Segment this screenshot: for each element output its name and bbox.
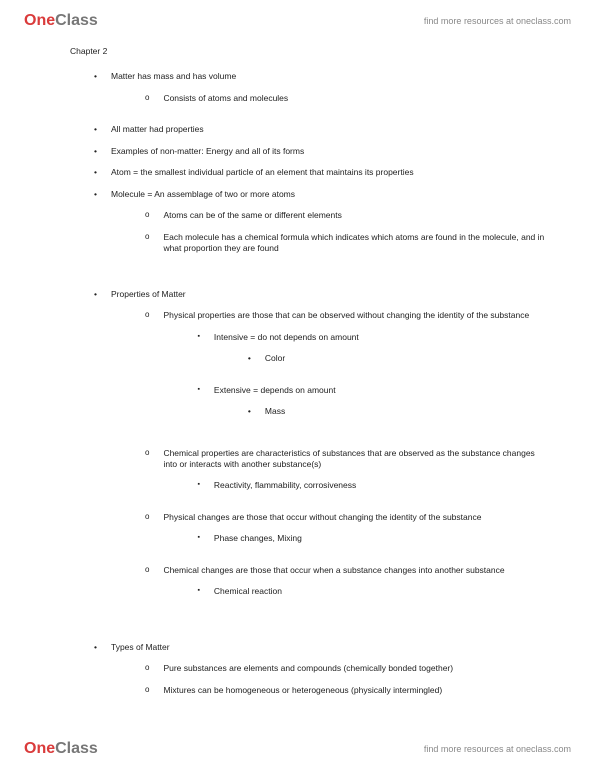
list-item: Color <box>244 353 545 364</box>
item-text: Properties of Matter <box>111 289 186 299</box>
list-item: Each molecule has a chemical formula whi… <box>141 232 545 255</box>
item-text: Molecule = An assemblage of two or more … <box>111 189 295 199</box>
item-text: Pure substances are elements and compoun… <box>163 663 545 674</box>
item-text: Reactivity, flammability, corrosiveness <box>214 480 545 491</box>
item-text: Matter has mass and has volume <box>111 71 236 81</box>
item-text: Chemical properties are characteristics … <box>163 448 534 469</box>
list-item: All matter had properties <box>90 124 545 135</box>
list-item: Matter has mass and has volume Consists … <box>90 71 545 114</box>
brand-logo-footer: OneClass <box>24 740 98 758</box>
item-text: Chemical changes are those that occur wh… <box>163 565 504 575</box>
brand-part1: One <box>24 12 55 30</box>
list-item: Molecule = An assemblage of two or more … <box>90 189 545 265</box>
list-item: Examples of non-matter: Energy and all o… <box>90 146 545 157</box>
chapter-title: Chapter 2 <box>70 46 545 57</box>
list-item: Phase changes, Mixing <box>193 533 545 544</box>
list-item: Chemical changes are those that occur wh… <box>141 565 545 608</box>
list-item: Properties of Matter Physical properties… <box>90 289 545 618</box>
header-tagline: find more resources at oneclass.com <box>424 16 571 26</box>
list-item: Consists of atoms and molecules <box>141 93 545 104</box>
list-item: Physical properties are those that can b… <box>141 310 545 437</box>
list-item: Physical changes are those that occur wi… <box>141 512 545 555</box>
list-item: Reactivity, flammability, corrosiveness <box>193 480 545 491</box>
list-item: Pure substances are elements and compoun… <box>141 663 545 674</box>
brand-part1: One <box>24 740 55 758</box>
list-item: Chemical properties are characteristics … <box>141 448 545 502</box>
header-bar: OneClass find more resources at oneclass… <box>0 6 595 36</box>
item-text: Physical properties are those that can b… <box>163 310 529 320</box>
brand-part2: Class <box>55 740 98 758</box>
notes-list: Properties of Matter Physical properties… <box>70 289 545 618</box>
item-text: Examples of non-matter: Energy and all o… <box>111 146 545 157</box>
item-text: Extensive = depends on amount <box>214 385 336 395</box>
notes-list: Types of Matter Pure substances are elem… <box>70 642 545 706</box>
item-text: Mass <box>265 406 545 417</box>
item-text: Physical changes are those that occur wi… <box>163 512 481 522</box>
footer-tagline: find more resources at oneclass.com <box>424 744 571 754</box>
list-item: Mass <box>244 406 545 417</box>
item-text: Atoms can be of the same or different el… <box>163 210 545 221</box>
item-text: Mixtures can be homogeneous or heterogen… <box>163 685 545 696</box>
item-text: Each molecule has a chemical formula whi… <box>163 232 545 255</box>
brand-part2: Class <box>55 12 98 30</box>
item-text: Atom = the smallest individual particle … <box>111 167 545 178</box>
list-item: Chemical reaction <box>193 586 545 597</box>
footer-bar: OneClass find more resources at oneclass… <box>0 734 595 764</box>
item-text: Types of Matter <box>111 642 170 652</box>
item-text: Chemical reaction <box>214 586 545 597</box>
list-item: Intensive = do not depends on amount Col… <box>193 332 545 375</box>
document-page: Chapter 2 Matter has mass and has volume… <box>70 46 545 724</box>
item-text: Intensive = do not depends on amount <box>214 332 359 342</box>
list-item: Atoms can be of the same or different el… <box>141 210 545 221</box>
list-item: Atom = the smallest individual particle … <box>90 167 545 178</box>
list-item: Types of Matter Pure substances are elem… <box>90 642 545 706</box>
item-text: Phase changes, Mixing <box>214 533 545 544</box>
notes-list: Matter has mass and has volume Consists … <box>70 71 545 264</box>
list-item: Mixtures can be homogeneous or heterogen… <box>141 685 545 696</box>
item-text: Consists of atoms and molecules <box>163 93 545 104</box>
list-item: Extensive = depends on amount Mass <box>193 385 545 428</box>
item-text: All matter had properties <box>111 124 545 135</box>
brand-logo: OneClass <box>24 12 98 30</box>
item-text: Color <box>265 353 545 364</box>
